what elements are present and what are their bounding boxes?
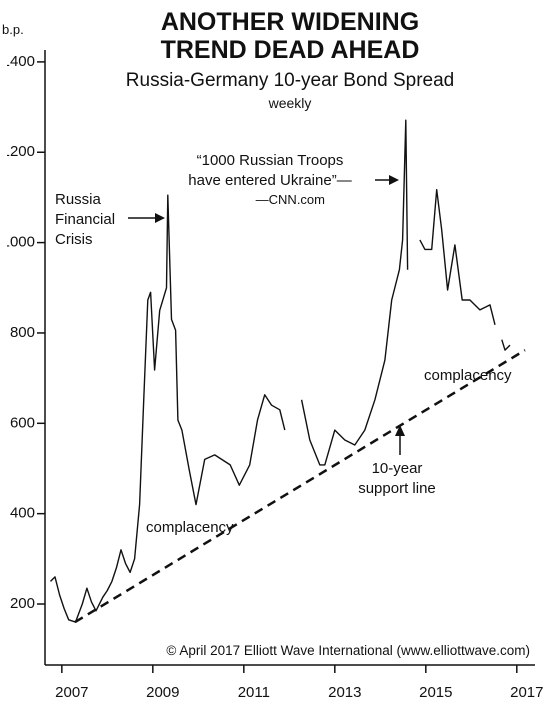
annotation: Russia xyxy=(55,191,102,208)
chart-title: TREND DEAD AHEAD xyxy=(161,36,420,64)
annotation: Financial xyxy=(55,211,115,228)
arrow-head xyxy=(395,425,405,436)
chart-subtitle: Russia-Germany 10-year Bond Spread xyxy=(126,70,454,91)
x-tick-label: 2007 xyxy=(55,684,88,701)
annotation: —CNN.com xyxy=(256,192,325,207)
arrow-head xyxy=(389,175,399,185)
x-tick-label: 2013 xyxy=(328,684,361,701)
arrow-head xyxy=(155,213,165,223)
frequency: weekly xyxy=(268,95,312,111)
y-tick-label: 200 xyxy=(10,595,35,612)
annotation: support line xyxy=(358,480,436,497)
data-line xyxy=(300,119,409,466)
support-line xyxy=(74,349,526,624)
annotation: complacency xyxy=(424,367,512,384)
y-tick-label: 1200 xyxy=(2,143,35,160)
y-tick-label: 1400 xyxy=(2,53,35,70)
annotation: “1000 Russian Troops xyxy=(197,152,344,169)
annotation: Crisis xyxy=(55,231,93,248)
data-line xyxy=(50,194,286,623)
y-tick-label: 400 xyxy=(10,505,35,522)
y-tick-label: 600 xyxy=(10,414,35,431)
annotation: complacency xyxy=(146,519,234,536)
x-tick-label: 2011 xyxy=(238,684,270,701)
copyright: © April 2017 Elliott Wave International … xyxy=(166,643,530,658)
annotation: have entered Ukraine”— xyxy=(188,172,351,189)
y-tick-labels: 200 400 600 800 1000 1200 1400 xyxy=(2,53,35,612)
y-tick-label: 1000 xyxy=(2,234,35,251)
x-tick-label: 2009 xyxy=(146,684,179,701)
data-line xyxy=(501,339,511,351)
data-line xyxy=(419,188,496,325)
annotation: 10-year xyxy=(372,460,423,477)
y-tick-label: 800 xyxy=(10,324,35,341)
x-tick-label: 2015 xyxy=(419,684,452,701)
chart-title: ANOTHER WIDENING xyxy=(161,8,419,36)
x-tick-label: 2017 xyxy=(510,684,543,701)
y-axis-label: b.p. xyxy=(2,22,24,37)
